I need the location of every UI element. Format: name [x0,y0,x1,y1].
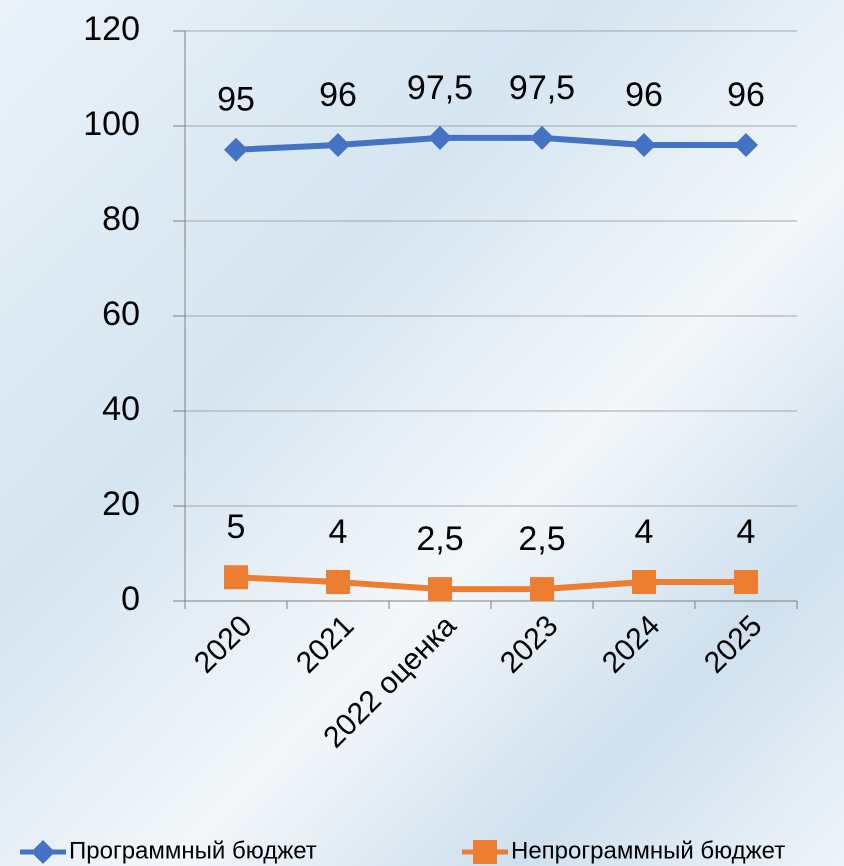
data-label: 4 [635,513,654,551]
data-point [734,133,758,157]
data-point [632,133,656,157]
legend-marker [31,840,55,864]
data-point [734,570,758,594]
data-label: 96 [625,76,663,114]
y-tick-label: 100 [83,105,140,143]
data-label: 2,5 [518,520,565,558]
y-tick-label: 40 [102,390,140,428]
y-tick-label: 20 [102,485,140,523]
y-tick-label: 80 [102,200,140,238]
data-label: 4 [329,513,348,551]
data-label: 97,5 [509,69,575,107]
data-label: 96 [319,76,357,114]
data-point [530,577,554,602]
y-tick-label: 60 [102,295,140,333]
legend-item: Программный бюджет [20,837,317,864]
data-label: 2,5 [416,520,463,558]
series-line [235,574,746,593]
data-point [428,577,452,602]
y-tick-label: 120 [83,10,140,48]
series-line [235,134,746,153]
data-point [428,125,452,150]
legend-item: Непрограммный бюджет [462,837,785,864]
data-label: 5 [227,508,246,546]
data-point [632,570,656,594]
data-label: 4 [737,513,756,551]
legend-label: Программный бюджет [69,837,317,864]
legend-marker [473,840,497,864]
y-tick-label: 0 [121,580,140,618]
data-label: 97,5 [407,69,473,107]
data-label: 96 [727,76,765,114]
data-point [326,570,350,594]
data-label: 95 [217,81,255,119]
data-point [224,565,248,590]
data-point [326,133,350,157]
legend-label: Непрограммный бюджет [511,837,785,864]
data-point [224,137,248,162]
data-point [530,125,554,150]
